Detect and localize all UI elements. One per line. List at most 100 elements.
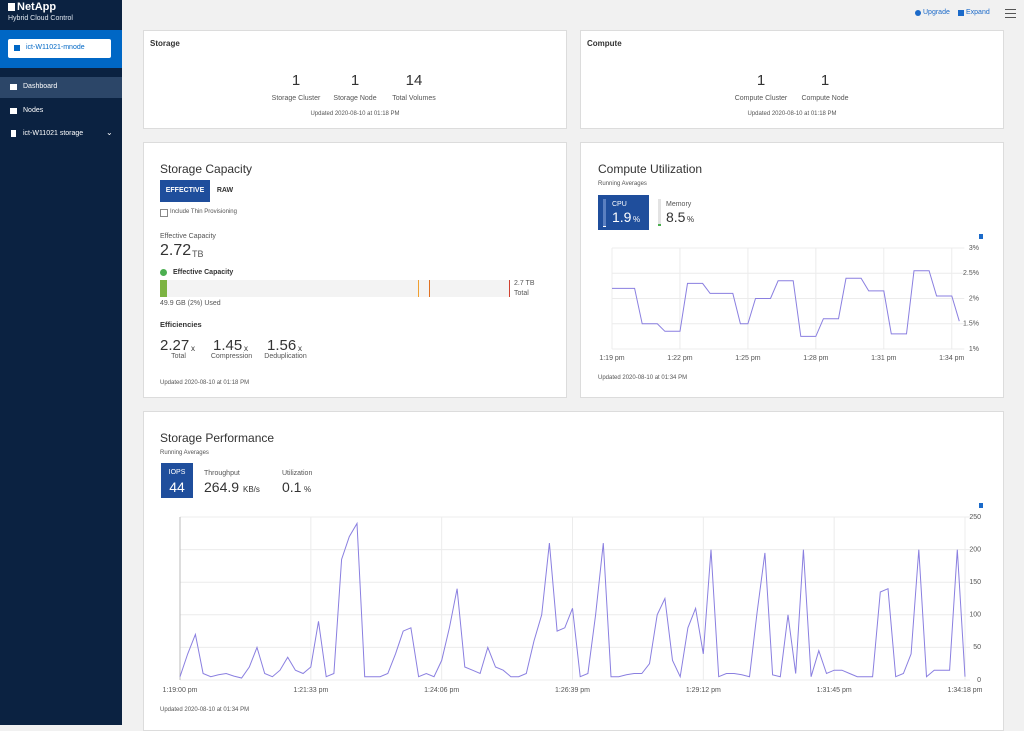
card-title: Storage xyxy=(150,39,180,48)
stat-label: Storage Cluster xyxy=(271,95,321,102)
x-tick-label: 1:24:06 pm xyxy=(424,687,459,694)
series-line xyxy=(612,270,960,337)
metric-value: 264.9 xyxy=(204,479,240,495)
nav-item[interactable]: Dashboard xyxy=(23,83,58,90)
updated: Updated 2020-08-10 at 01:18 PM xyxy=(310,111,400,117)
memory-gauge-fill xyxy=(658,223,661,226)
mnode-button[interactable]: ict-W11021-mnode xyxy=(8,39,111,58)
y-tick-label: 50 xyxy=(973,644,981,651)
tab[interactable]: RAW xyxy=(216,187,234,194)
total-marker xyxy=(509,280,510,297)
y-tick-label: 1% xyxy=(969,346,979,353)
y-tick-label: 150 xyxy=(969,579,981,586)
performance-card xyxy=(143,411,1004,731)
capacity-card xyxy=(143,142,567,398)
efficiencies-title: Efficiencies xyxy=(160,320,202,329)
efficiency-unit: x xyxy=(298,344,302,353)
metric-unit: % xyxy=(633,215,641,224)
efficiency-label: Deduplication xyxy=(264,353,307,360)
efficiency-label: Compression xyxy=(210,353,253,360)
cpu-tile[interactable] xyxy=(598,195,649,230)
metric-value: 44 xyxy=(169,479,185,495)
metric-label: Throughput xyxy=(204,470,240,477)
y-tick-label: 250 xyxy=(969,514,981,521)
card-title: Storage Capacity xyxy=(160,162,253,176)
expand-link[interactable]: Expand xyxy=(966,9,990,16)
metric-value: 0.1 xyxy=(282,479,302,495)
capacity-unit: TB xyxy=(192,249,204,259)
metric-label: Memory xyxy=(666,201,692,208)
check-icon xyxy=(160,269,167,276)
stat-label: Total Volumes xyxy=(392,95,436,102)
y-tick-label: 200 xyxy=(969,546,981,553)
y-tick-label: 0 xyxy=(977,677,981,684)
upgrade-link[interactable]: Upgrade xyxy=(923,9,950,16)
icon xyxy=(14,45,20,51)
efficiency-value: 1.45 xyxy=(213,337,243,354)
x-tick-label: 1:19 pm xyxy=(599,355,624,362)
error-threshold xyxy=(429,280,430,297)
mnode-label: ict-W11021-mnode xyxy=(26,44,85,51)
y-tick-label: 1.5% xyxy=(963,321,979,328)
total-value: 2.7 TB xyxy=(514,280,535,287)
metric-unit: % xyxy=(304,485,312,494)
subtitle: Running Averages xyxy=(160,450,209,456)
brand: NetApp xyxy=(17,1,57,13)
tab[interactable]: EFFECTIVE xyxy=(165,187,205,194)
metric-label: Utilization xyxy=(282,470,313,477)
stat-label: Compute Cluster xyxy=(734,95,788,102)
metric-label: CPU xyxy=(612,201,627,208)
checkbox[interactable] xyxy=(160,209,168,217)
product: Hybrid Cloud Control xyxy=(8,15,73,22)
logo xyxy=(8,3,15,11)
stat-label: Compute Node xyxy=(801,95,849,102)
compute-card xyxy=(580,30,1004,129)
download-icon[interactable] xyxy=(979,234,983,239)
legend: Effective Capacity xyxy=(173,269,234,276)
nav-item[interactable]: ict-W11021 storage xyxy=(23,130,84,137)
card-title: Compute xyxy=(587,39,622,48)
storage-card xyxy=(143,30,567,129)
chevron: ⌄ xyxy=(106,128,113,137)
x-tick-label: 1:29:12 pm xyxy=(686,687,721,694)
stat-value: 1 xyxy=(820,72,830,89)
x-tick-label: 1:31:45 pm xyxy=(817,687,852,694)
y-tick-label: 2.5% xyxy=(963,270,979,277)
x-tick-label: 1:34 pm xyxy=(939,355,964,362)
x-tick-label: 1:34:18 pm xyxy=(947,687,982,694)
download-icon[interactable] xyxy=(979,503,983,508)
iops-tile[interactable] xyxy=(161,463,193,498)
compute-utilization-card xyxy=(580,142,1004,398)
stat-value: 1 xyxy=(756,72,766,89)
stat-label: Storage Node xyxy=(333,95,377,102)
sidebar: NetApp Hybrid Cloud Control ict-W11021-m… xyxy=(0,0,122,725)
efficiency-unit: x xyxy=(244,344,248,353)
card-title: Compute Utilization xyxy=(598,162,703,176)
used-label: 49.9 GB (2%) Used xyxy=(160,300,221,307)
series-line xyxy=(179,521,966,679)
x-tick-label: 1:25 pm xyxy=(735,355,760,362)
capacity-value: 2.72 xyxy=(160,242,192,259)
menu[interactable] xyxy=(1005,9,1016,18)
nav-active xyxy=(0,77,122,98)
updated: Updated 2020-08-10 at 01:34 PM xyxy=(598,375,688,381)
nav-item[interactable]: Nodes xyxy=(23,107,44,114)
tab-active[interactable] xyxy=(160,180,210,202)
x-tick-label: 1:31 pm xyxy=(871,355,896,362)
capacity-label: Effective Capacity xyxy=(160,233,216,240)
memory-gauge xyxy=(658,199,661,226)
x-tick-label: 1:22 pm xyxy=(667,355,692,362)
subtitle: Running Averages xyxy=(598,181,647,187)
y-tick-label: 2% xyxy=(969,295,979,302)
card-title: Storage Performance xyxy=(160,431,275,445)
metric-unit: % xyxy=(687,215,695,224)
efficiency-label: Total xyxy=(171,353,186,360)
stat-value: 1 xyxy=(291,72,301,89)
y-tick-label: 3% xyxy=(969,245,979,252)
icon xyxy=(915,10,921,16)
x-tick-label: 1:26:39 pm xyxy=(555,687,590,694)
icon xyxy=(10,108,17,114)
metric-unit: KB/s xyxy=(243,485,260,494)
